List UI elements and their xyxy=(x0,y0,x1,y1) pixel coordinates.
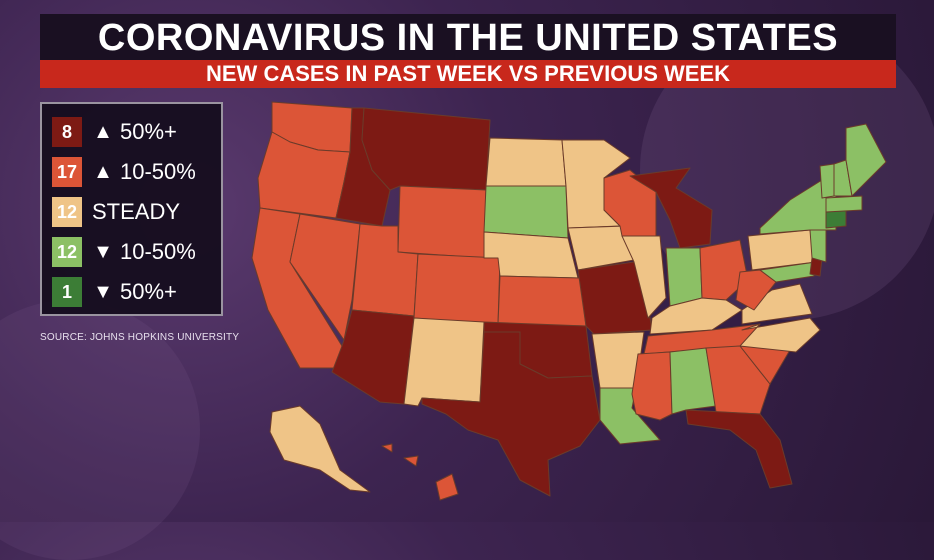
state-georgia[interactable] xyxy=(705,345,771,415)
legend-label: 50%+ xyxy=(120,279,177,304)
legend-row-down-10-50: 12 ▼ 10-50% xyxy=(52,232,211,272)
legend-label: 50%+ xyxy=(120,119,177,144)
state-kansas[interactable] xyxy=(497,275,587,327)
legend-swatch: 17 xyxy=(52,157,82,187)
state-south-dakota[interactable] xyxy=(483,185,569,239)
state-maine[interactable] xyxy=(845,123,887,197)
state-montana[interactable] xyxy=(361,107,491,191)
state-nevada[interactable] xyxy=(289,213,361,341)
down-arrow-icon: ▼ xyxy=(93,240,113,263)
state-vermont[interactable] xyxy=(819,163,835,199)
legend-label: STEADY xyxy=(92,199,181,224)
page-subtitle: NEW CASES IN PAST WEEK VS PREVIOUS WEEK xyxy=(40,60,896,88)
up-arrow-icon: ▲ xyxy=(93,160,113,183)
state-maryland[interactable] xyxy=(759,261,817,283)
us-map xyxy=(251,101,887,501)
legend-label: 10-50% xyxy=(120,239,196,264)
state-new-jersey[interactable] xyxy=(809,229,827,263)
us-map-svg xyxy=(251,101,887,501)
state-michigan[interactable] xyxy=(629,167,713,249)
state-mississippi[interactable] xyxy=(631,351,673,421)
state-colorado[interactable] xyxy=(413,253,501,325)
state-west-virginia[interactable] xyxy=(735,269,777,311)
state-north-dakota[interactable] xyxy=(485,137,567,187)
state-texas[interactable] xyxy=(421,331,601,497)
legend-row-up-10-50: 17 ▲ 10-50% xyxy=(52,152,211,192)
legend-row-up-50: 8 ▲ 50%+ xyxy=(52,112,211,152)
state-indiana[interactable] xyxy=(665,247,703,307)
state-alabama[interactable] xyxy=(669,347,717,415)
state-hawaii[interactable] xyxy=(381,443,459,501)
legend-row-down-50: 1 ▼ 50%+ xyxy=(52,272,211,312)
state-massachusetts[interactable] xyxy=(825,195,863,213)
state-new-mexico[interactable] xyxy=(403,317,485,407)
legend: 8 ▲ 50%+ 17 ▲ 10-50% 12 STEADY 12 ▼ 10-5… xyxy=(40,102,223,316)
legend-swatch: 12 xyxy=(52,237,82,267)
page-title: CORONAVIRUS IN THE UNITED STATES xyxy=(40,14,896,60)
background-virus-shape xyxy=(0,300,200,560)
state-alaska[interactable] xyxy=(269,405,371,493)
legend-label: 10-50% xyxy=(120,159,196,184)
down-arrow-icon: ▼ xyxy=(93,280,113,303)
source-note: SOURCE: JOHNS HOPKINS UNIVERSITY xyxy=(40,332,240,343)
state-connecticut[interactable] xyxy=(825,209,847,229)
legend-swatch: 1 xyxy=(52,277,82,307)
legend-swatch: 12 xyxy=(52,197,82,227)
state-illinois[interactable] xyxy=(621,235,667,319)
legend-swatch: 8 xyxy=(52,117,82,147)
legend-row-steady: 12 STEADY xyxy=(52,192,211,232)
up-arrow-icon: ▲ xyxy=(93,120,113,143)
state-florida[interactable] xyxy=(685,409,793,489)
state-wyoming[interactable] xyxy=(397,185,487,259)
state-kentucky[interactable] xyxy=(649,297,743,335)
state-north-carolina[interactable] xyxy=(739,317,821,353)
